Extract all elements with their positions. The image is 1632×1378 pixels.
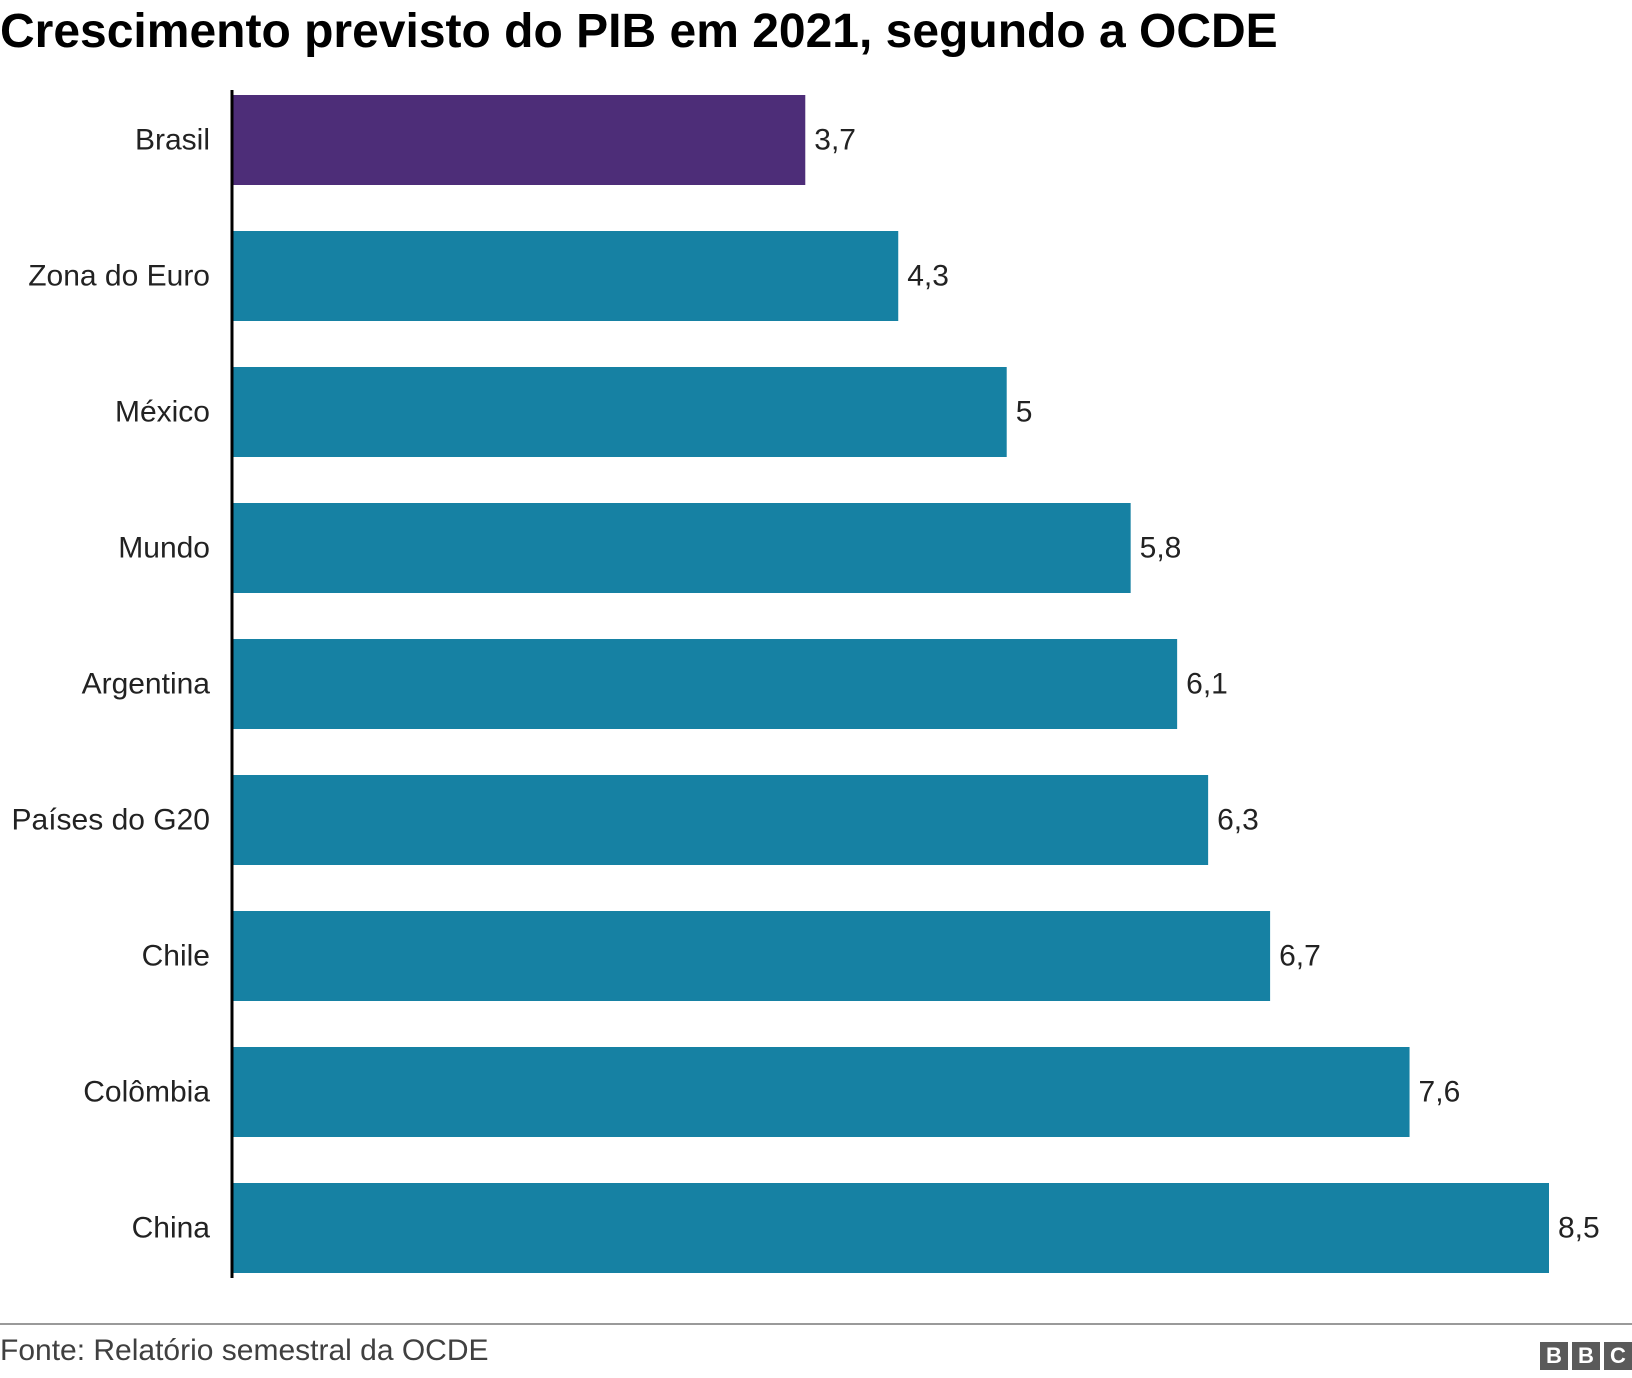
value-label: 6,3 — [1217, 804, 1259, 837]
bar-chart: Brasil 3,7 Zona do Euro 4,3 México 5 Mundo 5,8 A… — [12, 90, 1600, 1278]
category-label: Países do G20 — [12, 804, 210, 837]
value-label: 5,8 — [1140, 532, 1182, 565]
bars-group: Brasil 3,7 Zona do Euro 4,3 México 5 Mundo 5,8 A… — [12, 95, 1600, 1273]
value-label: 6,7 — [1279, 940, 1321, 973]
value-label: 3,7 — [814, 124, 856, 157]
category-label: China — [132, 1212, 211, 1245]
bar-5 — [232, 775, 1209, 865]
bar-6 — [232, 911, 1271, 1001]
value-label: 6,1 — [1186, 668, 1228, 701]
category-label: Zona do Euro — [28, 260, 210, 293]
category-label: Colômbia — [83, 1076, 210, 1109]
bar-4 — [232, 639, 1178, 729]
bar-3 — [232, 503, 1131, 593]
bar-2 — [232, 367, 1007, 457]
logo-letter-c: C — [1604, 1342, 1632, 1370]
value-label: 8,5 — [1558, 1212, 1600, 1245]
bar-8 — [232, 1183, 1549, 1273]
logo-letter-b2: B — [1572, 1342, 1600, 1370]
category-label: Chile — [142, 940, 210, 973]
value-label: 5 — [1016, 396, 1033, 429]
bar-7 — [232, 1047, 1410, 1137]
category-label: Argentina — [82, 668, 211, 701]
bar-1 — [232, 231, 899, 321]
category-label: México — [115, 396, 210, 429]
chart-title: Crescimento previsto do PIB em 2021, seg… — [0, 5, 1278, 58]
value-label: 4,3 — [907, 260, 949, 293]
category-label: Mundo — [118, 532, 210, 565]
footer-divider — [0, 1323, 1632, 1325]
logo-letter-b1: B — [1540, 1342, 1568, 1370]
value-label: 7,6 — [1419, 1076, 1461, 1109]
category-label: Brasil — [135, 124, 210, 157]
source-note: Fonte: Relatório semestral da OCDE — [0, 1334, 489, 1367]
bar-0 — [232, 95, 806, 185]
bbc-logo: B B C — [1540, 1342, 1632, 1370]
